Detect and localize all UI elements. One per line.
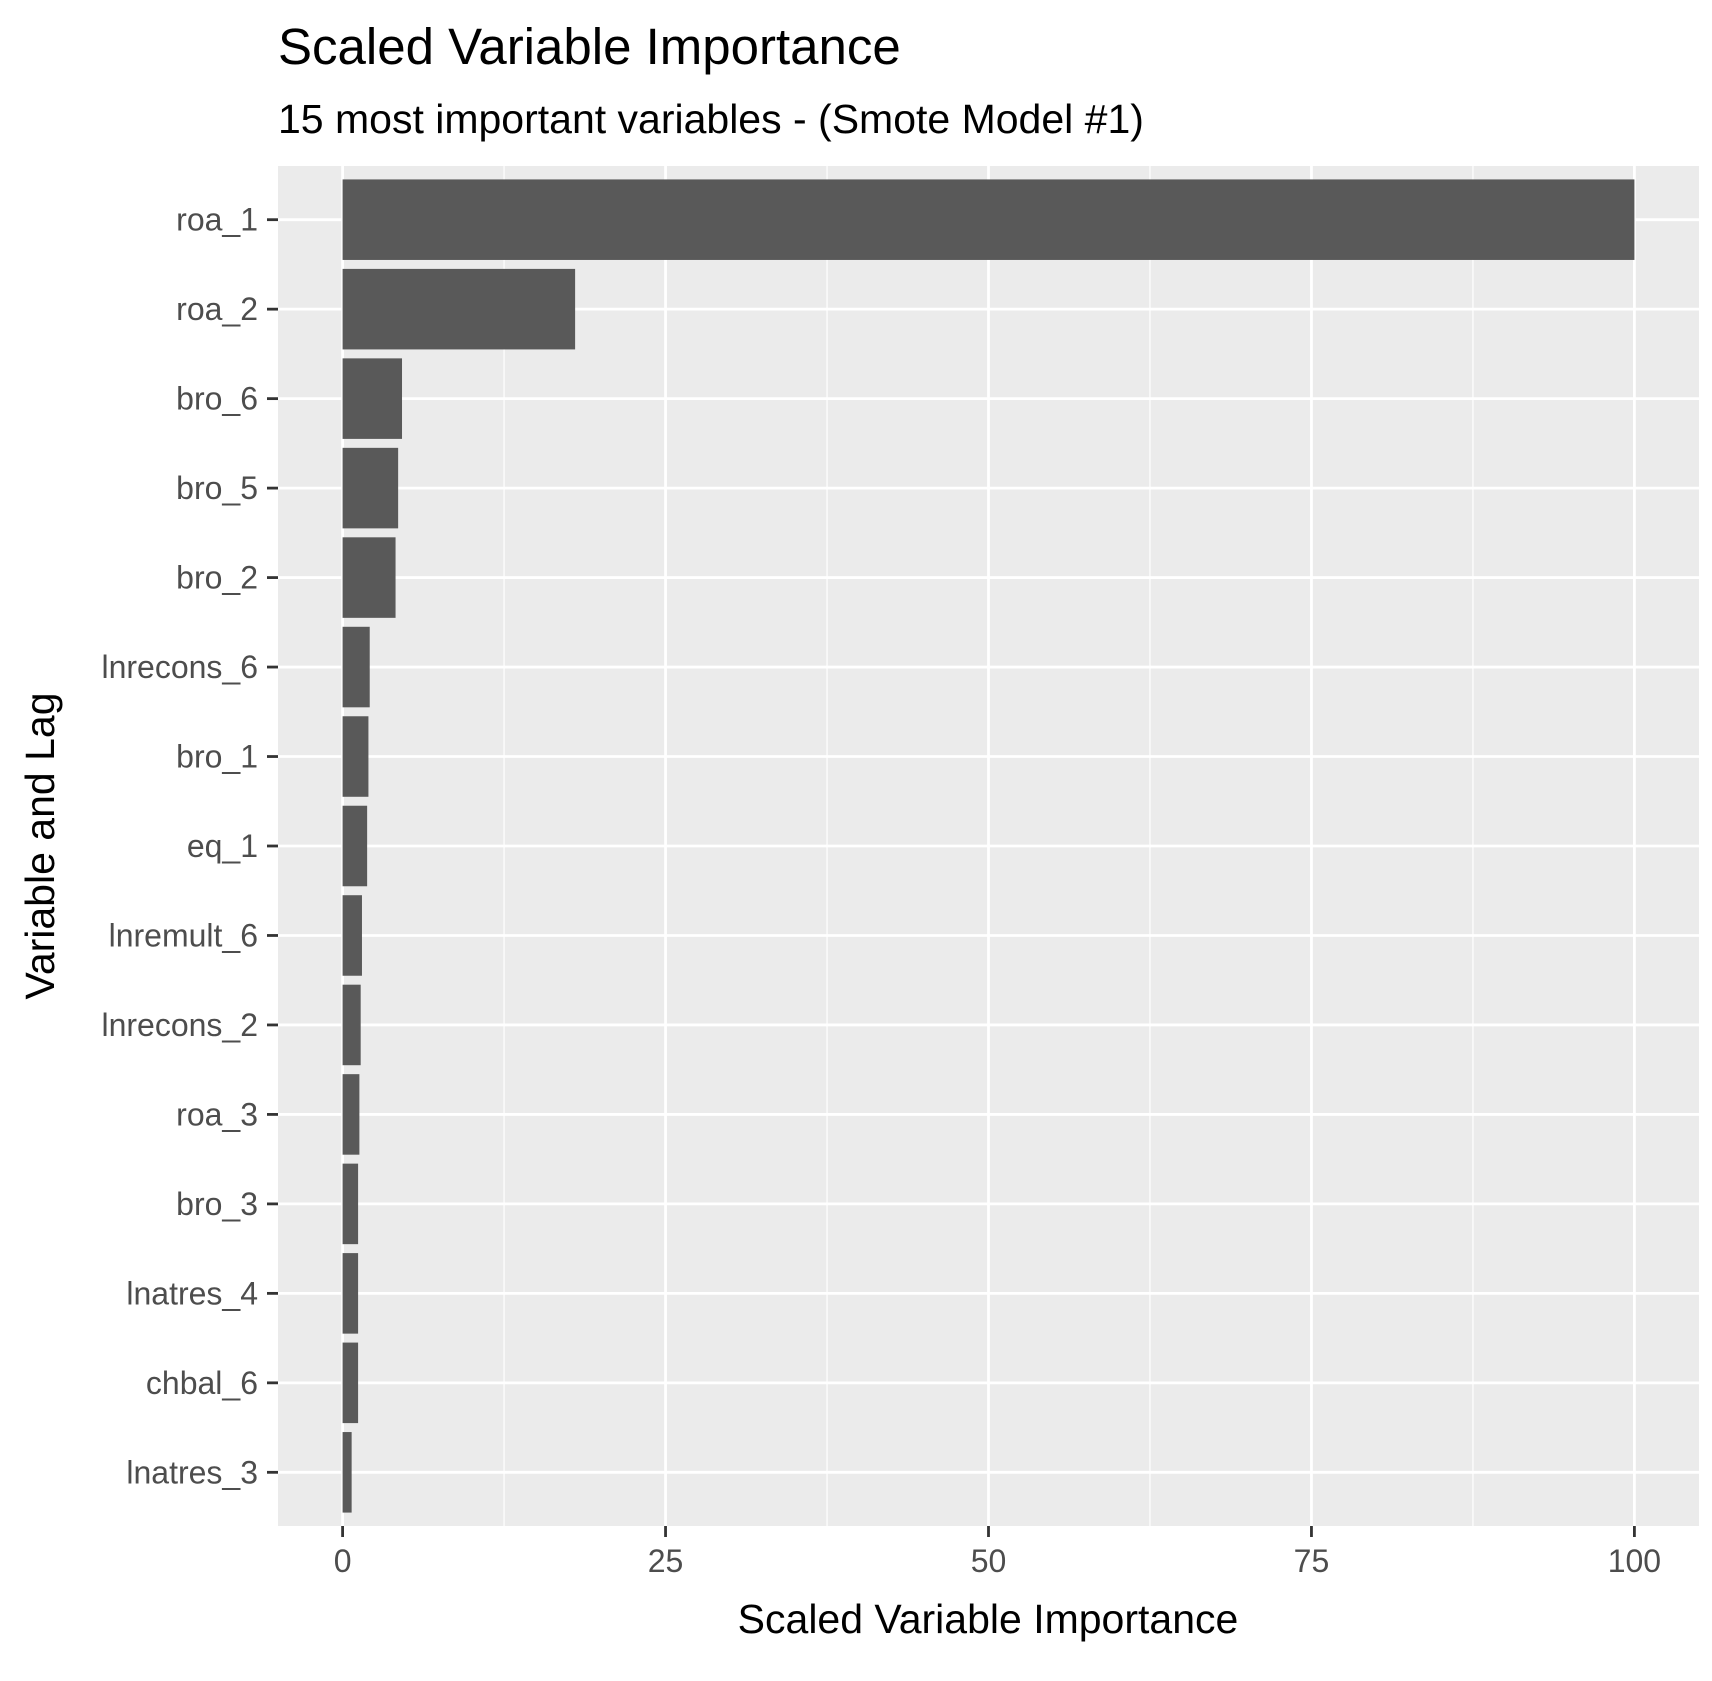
bar-bro_2: [342, 537, 396, 618]
chart-subtitle: 15 most important variables - (Smote Mod…: [278, 96, 1144, 142]
y-tick-label: eq_1: [187, 828, 258, 864]
bar-bro_6: [342, 358, 403, 439]
x-tick-label: 25: [648, 1543, 684, 1579]
y-tick-label: lnremult_6: [109, 917, 258, 953]
x-tick-label: 50: [971, 1543, 1007, 1579]
y-axis-ticks: roa_1 roa_2 bro_6 bro_5 bro_2 lnrecons_6 bro_1…: [101, 202, 278, 1490]
bar-roa_3: [342, 1074, 360, 1155]
y-tick-label: bro_5: [176, 470, 258, 506]
chart-title: Scaled Variable Importance: [278, 18, 901, 75]
y-tick-label: chbal_6: [146, 1365, 258, 1401]
y-tick-label: roa_2: [176, 291, 258, 327]
x-tick-label: 75: [1294, 1543, 1330, 1579]
y-tick-label: bro_2: [176, 560, 258, 596]
bar-lnatres_4: [342, 1253, 359, 1334]
y-tick-label: lnrecons_2: [101, 1007, 258, 1043]
x-tick-label: 0: [334, 1543, 352, 1579]
bars: [342, 179, 1635, 1513]
y-tick-label: bro_1: [176, 739, 258, 775]
y-axis-title: Variable and Lag: [17, 693, 63, 1000]
bar-lnatres_3: [342, 1432, 352, 1513]
y-tick-label: lnrecons_6: [101, 649, 258, 685]
y-tick-label: roa_1: [176, 202, 258, 238]
x-axis-title: Scaled Variable Importance: [738, 1596, 1239, 1642]
y-tick-label: bro_3: [176, 1186, 258, 1222]
bar-lnrecons_6: [342, 626, 370, 708]
bar-bro_3: [342, 1163, 359, 1245]
bar-bro_5: [342, 447, 399, 529]
bar-chbal_6: [342, 1342, 359, 1424]
bar-roa_1: [342, 179, 1635, 260]
bar-lnrecons_2: [342, 984, 361, 1066]
y-tick-label: lnatres_3: [126, 1454, 258, 1490]
bar-eq_1: [342, 805, 368, 887]
y-tick-label: lnatres_4: [126, 1275, 258, 1311]
bar-bro_1: [342, 716, 369, 797]
y-tick-label: roa_3: [176, 1096, 258, 1132]
bar-roa_2: [342, 268, 576, 350]
bar-lnremult_6: [342, 895, 362, 976]
y-tick-label: bro_6: [176, 381, 258, 417]
x-axis-ticks: 0 25 50 75 100: [334, 1526, 1661, 1579]
x-tick-label: 100: [1608, 1543, 1661, 1579]
